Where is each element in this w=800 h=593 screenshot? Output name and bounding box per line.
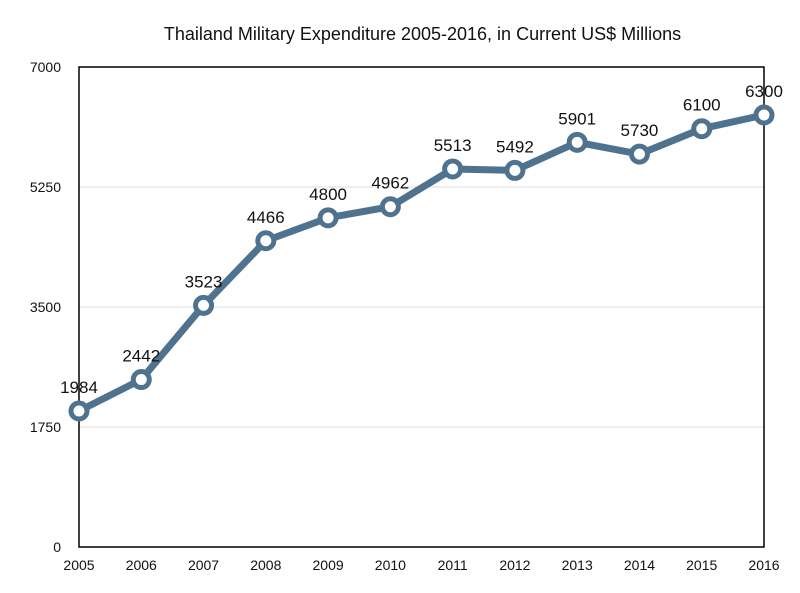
- x-tick-label: 2016: [748, 557, 779, 573]
- x-tick-label: 2010: [375, 557, 406, 573]
- data-label: 5730: [621, 121, 659, 140]
- y-tick-label: 5250: [30, 179, 61, 195]
- x-tick-label: 2011: [438, 557, 468, 573]
- data-label: 3523: [185, 272, 223, 291]
- y-axis-ticks: 0 1750 3500 5250 7000: [30, 59, 61, 555]
- data-label: 4466: [247, 208, 285, 227]
- data-label: 6300: [745, 82, 783, 101]
- x-axis-ticks: 2005 2006 2007 2008 2009 2010 2011 2012 2013 2014…: [63, 557, 779, 573]
- data-point: [317, 207, 339, 229]
- data-label: 1984: [60, 378, 98, 397]
- data-point: [68, 400, 90, 422]
- x-tick-label: 2009: [313, 557, 344, 573]
- data-label: 5901: [558, 109, 596, 128]
- x-tick-label: 2012: [499, 557, 530, 573]
- data-point: [566, 131, 588, 153]
- data-point: [691, 118, 713, 140]
- chart-title: Thailand Military Expenditure 2005-2016,…: [163, 24, 682, 44]
- data-point: [442, 158, 464, 180]
- x-tick-label: 2014: [624, 557, 655, 573]
- x-tick-label: 2006: [126, 557, 157, 573]
- data-label: 4800: [309, 185, 347, 204]
- data-label: 6100: [683, 96, 721, 115]
- data-label: 5513: [434, 136, 472, 155]
- x-tick-label: 2007: [188, 557, 219, 573]
- y-tick-label: 0: [53, 539, 61, 555]
- data-point: [504, 159, 526, 181]
- data-point: [628, 143, 650, 165]
- data-label: 2442: [122, 347, 160, 366]
- data-point: [753, 104, 775, 126]
- gridlines: [79, 186, 764, 428]
- series-line: [75, 111, 768, 415]
- x-tick-label: 2008: [250, 557, 281, 573]
- data-label: 4962: [371, 174, 409, 193]
- data-point: [379, 196, 401, 218]
- x-tick-label: 2013: [562, 557, 593, 573]
- data-points: [68, 104, 775, 422]
- y-tick-label: 7000: [30, 59, 61, 75]
- data-point: [130, 369, 152, 391]
- data-point: [193, 294, 215, 316]
- x-tick-label: 2005: [63, 557, 94, 573]
- data-label: 5492: [496, 137, 534, 156]
- data-point: [255, 230, 277, 252]
- plot-frame: [78, 66, 765, 548]
- y-tick-label: 1750: [30, 419, 61, 435]
- x-tick-label: 2015: [686, 557, 717, 573]
- data-labels: 1984 2442 3523 4466 4800 4962 5513 5492 5901 5730…: [60, 82, 783, 397]
- y-tick-label: 3500: [30, 299, 61, 315]
